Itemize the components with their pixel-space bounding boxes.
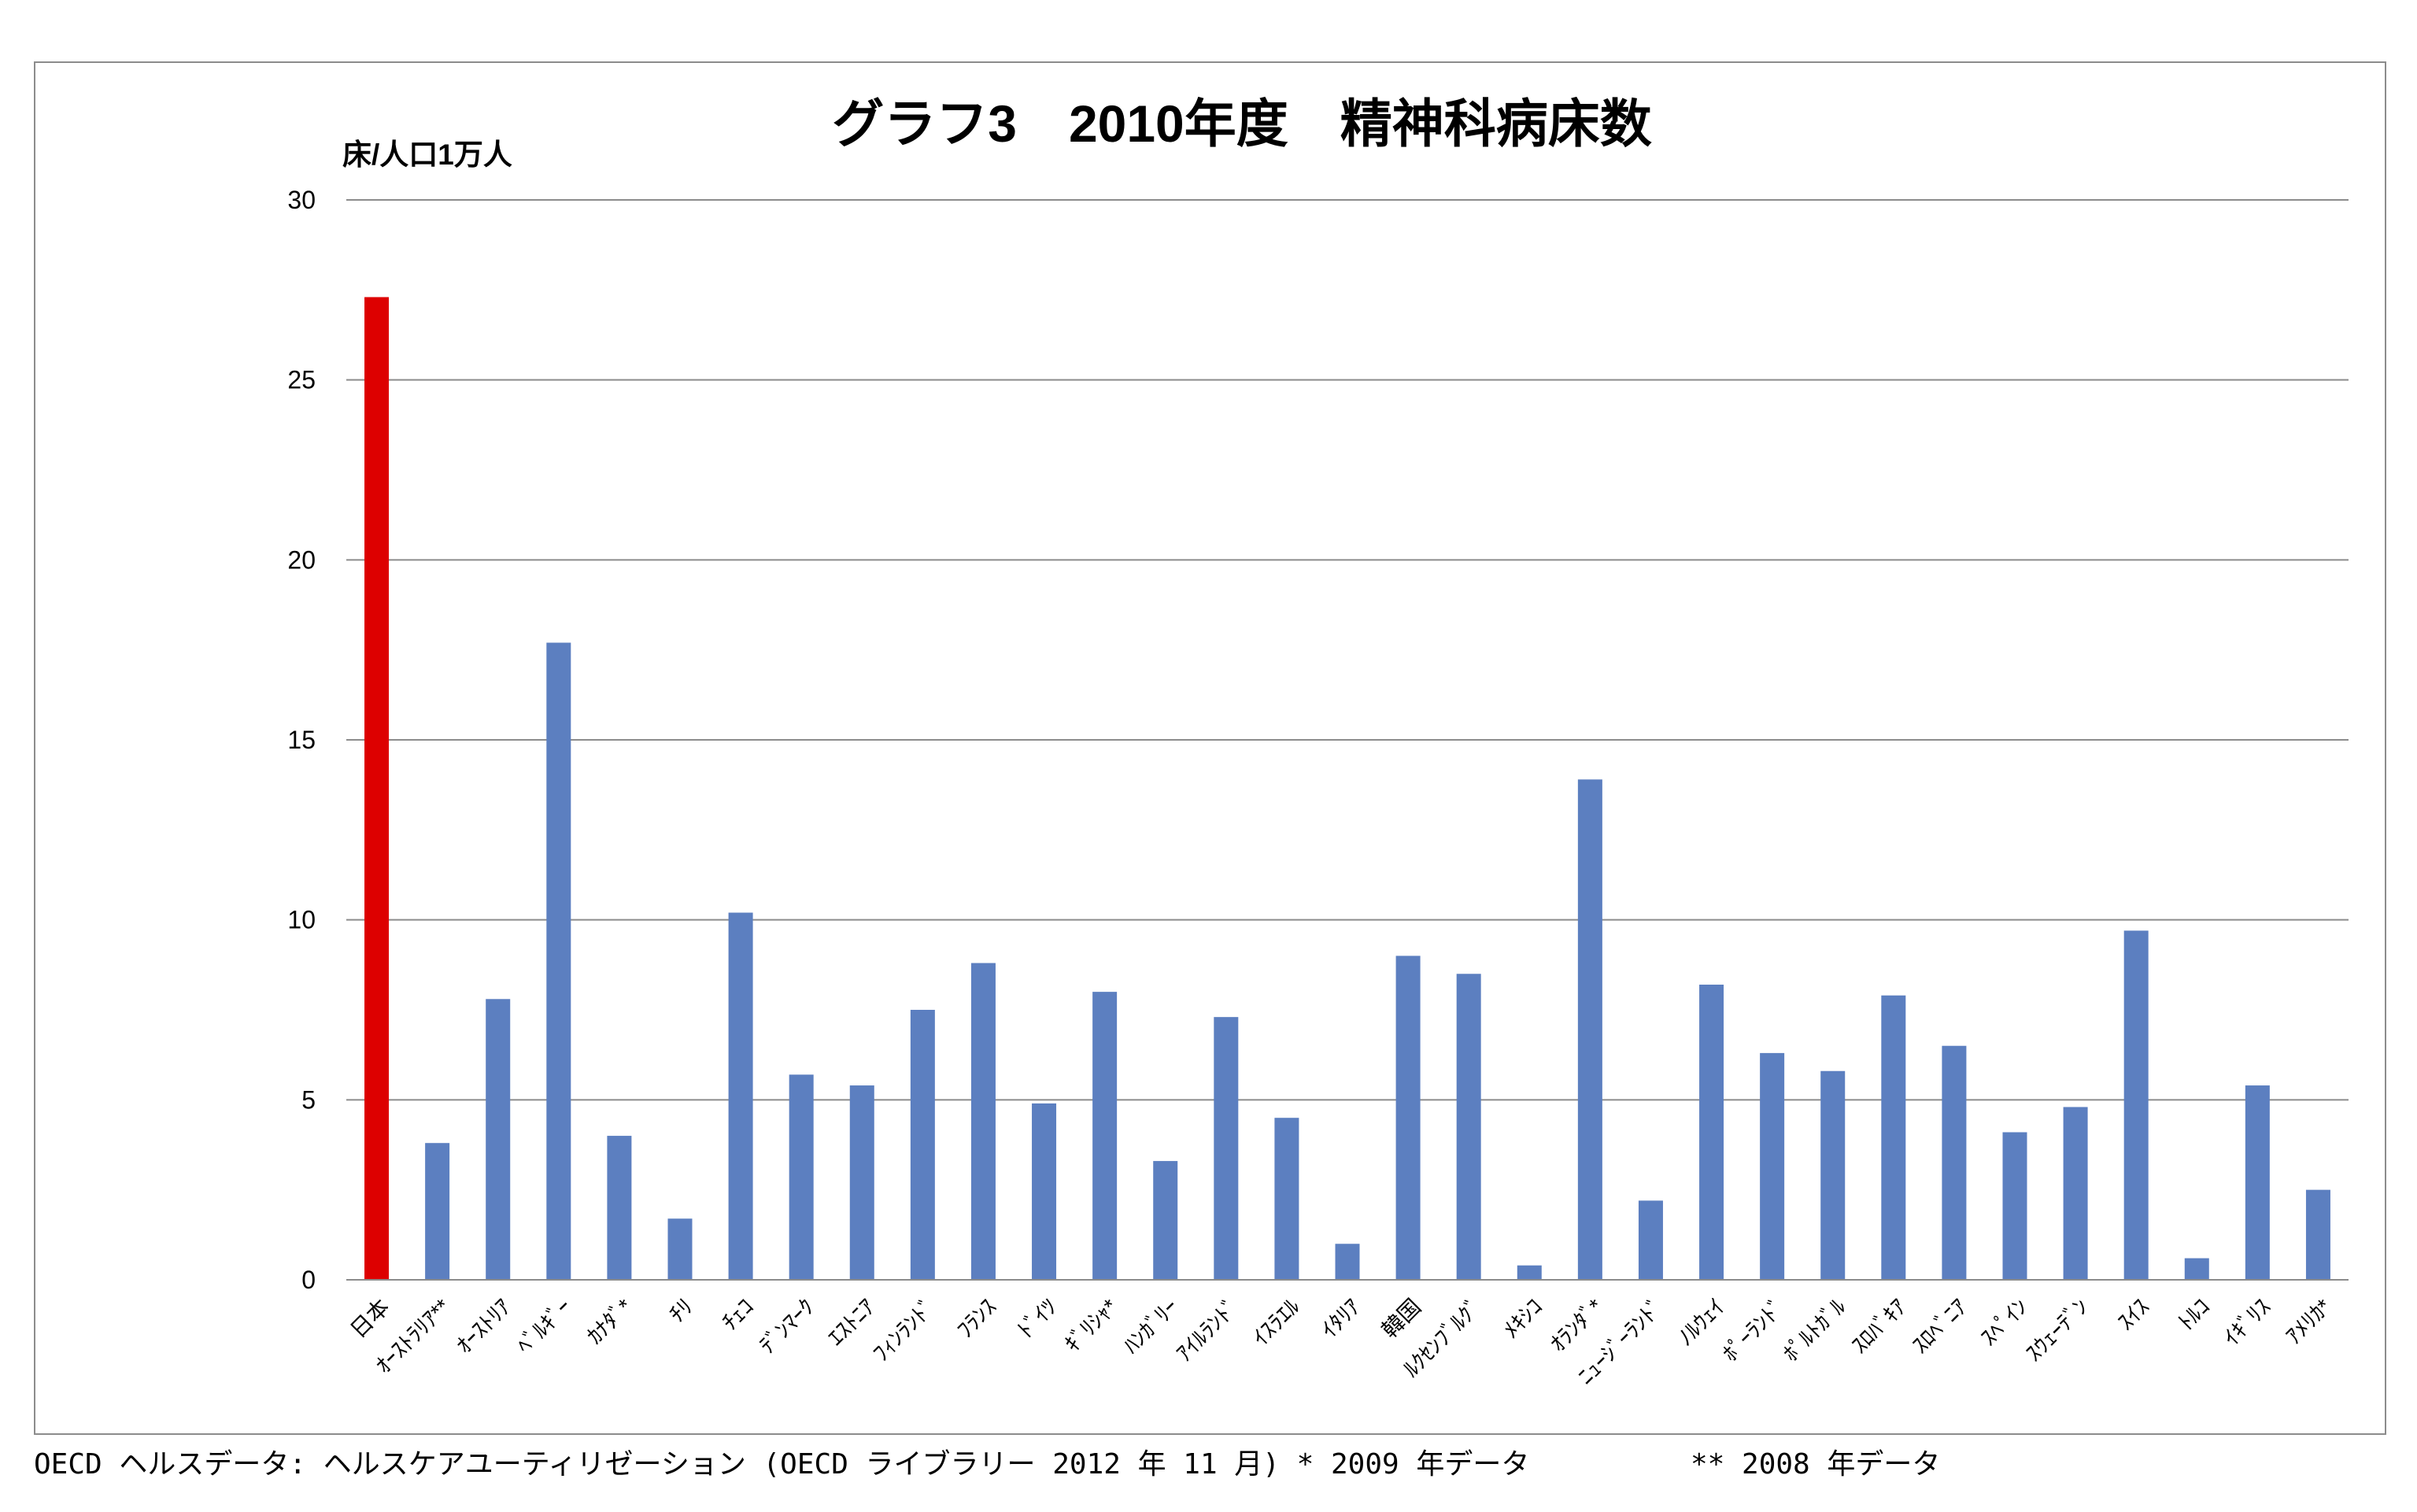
bar-25 bbox=[1820, 1070, 1846, 1280]
bar-31 bbox=[2184, 1258, 2209, 1280]
x-tick-label: 日本 bbox=[346, 1294, 394, 1343]
chart-title: グラフ3 2010年度 精神科病床数 bbox=[832, 94, 1652, 153]
footer-note: ** 2008 年データ bbox=[1691, 1448, 1941, 1481]
x-tick-label: ﾒｷｼｺ bbox=[1499, 1294, 1547, 1343]
x-tick-label: 韓国 bbox=[1377, 1294, 1426, 1343]
x-tick-label: ﾁﾘ bbox=[665, 1294, 698, 1327]
bar-10 bbox=[910, 1010, 935, 1280]
gridlines bbox=[346, 199, 2349, 1101]
y-tick-labels: 0 5 10 15 20 25 30 bbox=[287, 186, 316, 1294]
bar-29 bbox=[2063, 1107, 2088, 1280]
y-tick-label: 10 bbox=[287, 906, 316, 934]
x-tick-label: ﾎﾟｰﾗﾝﾄﾞ bbox=[1718, 1294, 1790, 1366]
bar-8 bbox=[789, 1074, 814, 1280]
bar-1 bbox=[364, 297, 390, 1281]
bar-20 bbox=[1517, 1265, 1542, 1280]
x-tick-label: ｱﾒﾘｶ* bbox=[2281, 1294, 2335, 1348]
footer-source: OECD ヘルスデータ: ヘルスケアユーティリゼーション (OECD ライブラリ… bbox=[34, 1448, 1530, 1481]
x-tick-label: ｲｽﾗｴﾙ bbox=[1248, 1294, 1304, 1350]
y-tick-label: 30 bbox=[287, 186, 316, 214]
bar-2 bbox=[425, 1143, 450, 1280]
x-tick-label: ｲﾀﾘｱ bbox=[1317, 1294, 1366, 1343]
bar-12 bbox=[1032, 1103, 1057, 1280]
y-tick-label: 0 bbox=[301, 1266, 316, 1294]
bar-19 bbox=[1456, 974, 1481, 1280]
x-tick-label: ｶﾅﾀﾞ* bbox=[582, 1294, 637, 1348]
x-tick-labels: 日本ｵｰｽﾄﾗﾘｱ**ｵｰｽﾄﾘｱﾍﾞﾙｷﾞｰ ｶﾅﾀﾞ* ﾁﾘ ﾁｪｺﾃﾞﾝﾏｰｸｴ… bbox=[346, 1294, 2336, 1389]
bar-27 bbox=[1942, 1045, 1967, 1280]
x-tick-label: ﾄﾞｲﾂ bbox=[1013, 1294, 1062, 1343]
x-tick-label: ｵｰｽﾄﾘｱ bbox=[452, 1294, 516, 1358]
bar-23 bbox=[1699, 984, 1724, 1280]
x-tick-label: ﾌｨﾝﾗﾝﾄﾞ bbox=[868, 1294, 940, 1366]
x-tick-label: ｽｳｪｰﾃﾞﾝ bbox=[2021, 1294, 2093, 1366]
bar-7 bbox=[728, 912, 753, 1280]
bar-22 bbox=[1638, 1200, 1663, 1280]
x-tick-label: ﾄﾙｺ bbox=[2174, 1294, 2215, 1335]
y-tick-label: 5 bbox=[301, 1085, 316, 1114]
bar-26 bbox=[1881, 995, 1906, 1280]
x-tick-label: ｽﾛﾊﾞｷｱ bbox=[1847, 1294, 1911, 1358]
bar-21 bbox=[1577, 779, 1602, 1280]
bar-18 bbox=[1395, 956, 1421, 1280]
bar-13 bbox=[1092, 992, 1118, 1280]
y-tick-label: 20 bbox=[287, 545, 316, 574]
x-tick-label: ｷﾞﾘｼｬ* bbox=[1060, 1294, 1122, 1356]
bar-17 bbox=[1335, 1244, 1360, 1280]
bar-15 bbox=[1214, 1017, 1239, 1280]
bar-11 bbox=[970, 963, 996, 1280]
x-tick-label: ｽｲｽ bbox=[2113, 1294, 2154, 1335]
bar-4 bbox=[546, 642, 571, 1280]
bar-24 bbox=[1760, 1052, 1785, 1280]
x-tick-label: ﾎﾟﾙﾄｶﾞﾙ bbox=[1779, 1294, 1850, 1366]
x-tick-label: ﾌﾗﾝｽ bbox=[952, 1294, 1001, 1343]
bar-32 bbox=[2245, 1085, 2270, 1280]
x-tick-label: ﾃﾞﾝﾏｰｸ bbox=[755, 1294, 819, 1358]
x-tick-label: ｴｽﾄﾆｱ bbox=[823, 1294, 879, 1350]
y-axis-unit-label: 床/人口1万人 bbox=[342, 139, 512, 171]
y-tick-label: 15 bbox=[287, 726, 316, 754]
x-tick-label: ｽﾍﾟｲﾝ bbox=[1976, 1294, 2032, 1350]
x-tick-label: ﾁｪｺ bbox=[718, 1294, 759, 1335]
chart-frame bbox=[34, 61, 2386, 1435]
x-tick-label: ｲｷﾞﾘｽ bbox=[2219, 1294, 2275, 1350]
bar-14 bbox=[1153, 1161, 1178, 1280]
bar-33 bbox=[2305, 1189, 2330, 1280]
bar-16 bbox=[1274, 1118, 1299, 1280]
bar-5 bbox=[607, 1136, 632, 1280]
x-tick-label: ｽﾛﾍﾞﾆｱ bbox=[1908, 1294, 1972, 1358]
x-tick-label: ﾍﾞﾙｷﾞｰ bbox=[512, 1294, 576, 1358]
bar-6 bbox=[667, 1218, 693, 1280]
bar-3 bbox=[486, 999, 511, 1280]
bars bbox=[364, 297, 2330, 1281]
x-tick-label: ﾉﾙｳｪｲ bbox=[1672, 1294, 1728, 1350]
bar-9 bbox=[849, 1085, 874, 1280]
y-tick-label: 25 bbox=[287, 366, 316, 394]
x-tick-label: ｱｲﾙﾗﾝﾄﾞ bbox=[1172, 1294, 1244, 1366]
bar-28 bbox=[2002, 1132, 2027, 1280]
bar-30 bbox=[2123, 930, 2149, 1280]
